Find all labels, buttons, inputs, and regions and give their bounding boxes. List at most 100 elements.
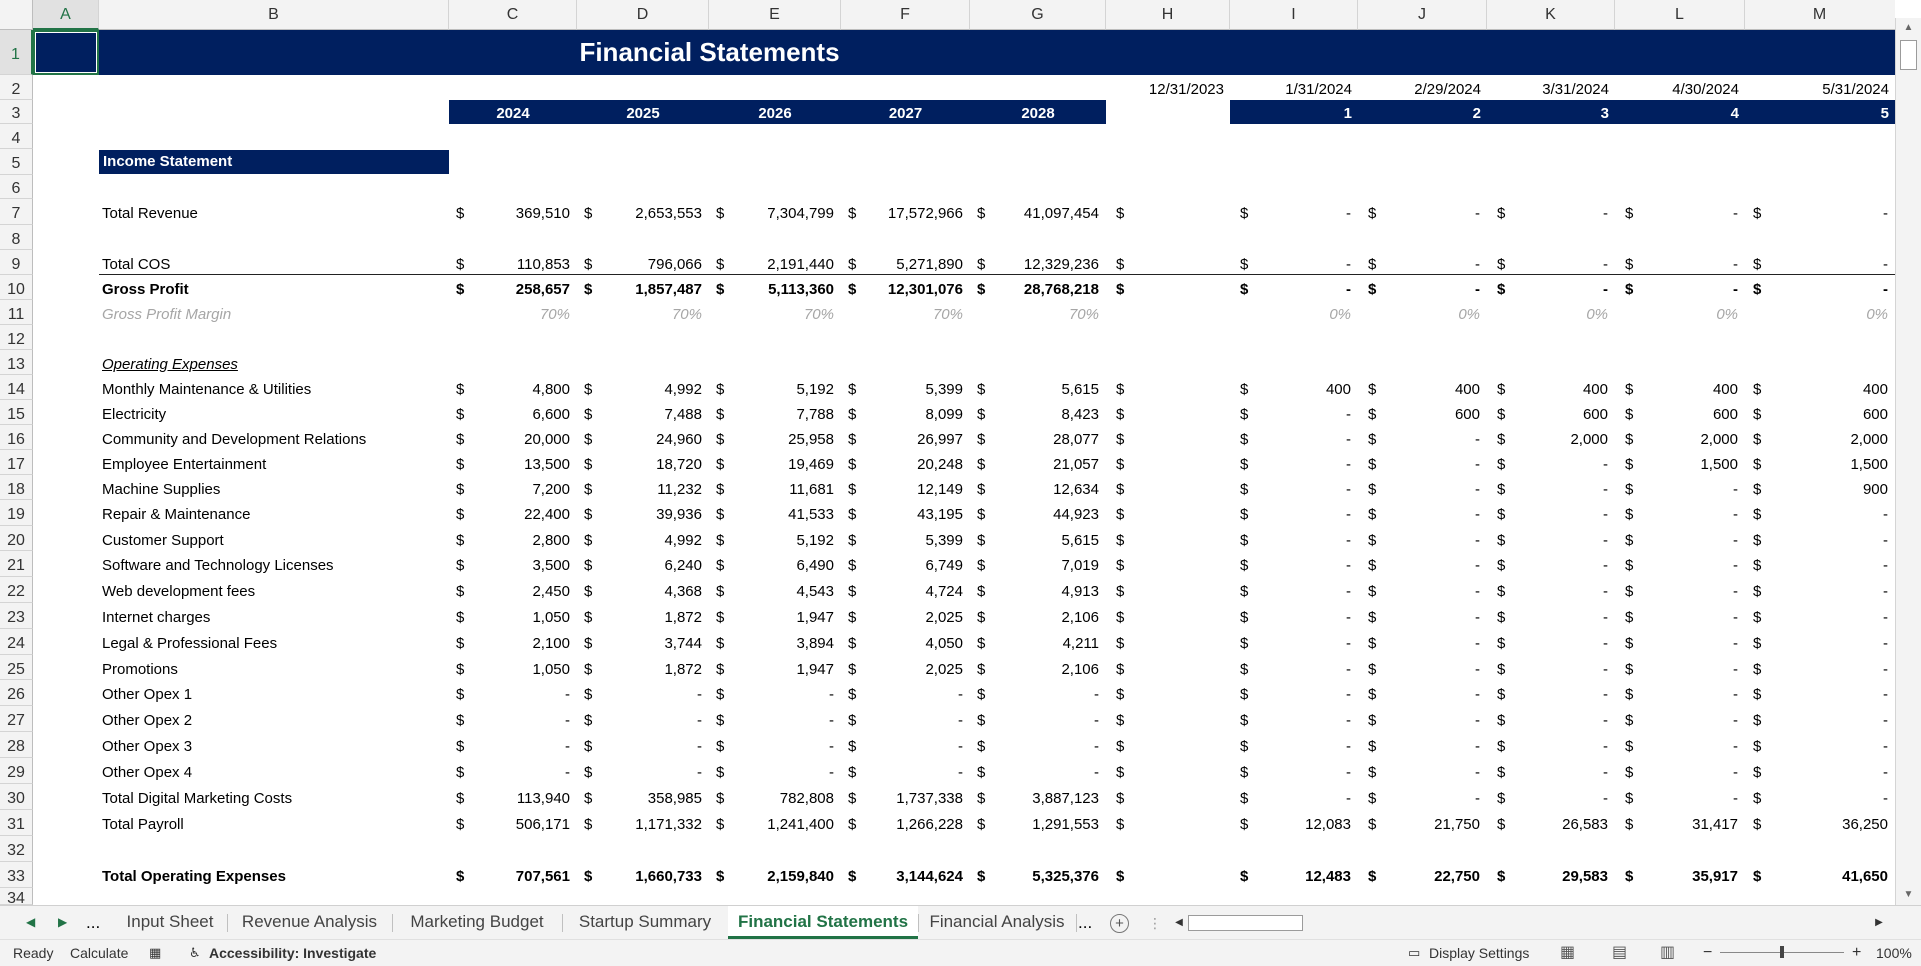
annual-value[interactable]: - (697, 686, 702, 703)
annual-value[interactable]: 1,266,228 (896, 816, 963, 833)
zoom-slider-handle[interactable] (1780, 946, 1784, 958)
monthly-value[interactable]: - (1475, 506, 1480, 523)
annual-value[interactable]: 25,958 (788, 431, 834, 448)
tab-marketing-budget[interactable]: Marketing Budget (410, 912, 544, 931)
annual-value[interactable]: 1,171,332 (635, 816, 702, 833)
monthly-value[interactable]: - (1603, 256, 1608, 273)
annual-value[interactable]: - (697, 738, 702, 755)
monthly-value[interactable]: - (1883, 506, 1888, 523)
monthly-value[interactable]: - (1603, 712, 1608, 729)
page-break-view-icon[interactable]: ▥ (1660, 944, 1676, 961)
column-header-a[interactable]: A (33, 0, 99, 30)
annual-value[interactable]: 70% (539, 306, 570, 323)
monthly-value[interactable]: 2,000 (1570, 431, 1608, 448)
annual-value[interactable]: 18,720 (656, 456, 702, 473)
monthly-value[interactable]: 400 (1712, 381, 1738, 398)
annual-value[interactable]: 2,653,553 (635, 205, 702, 222)
monthly-value[interactable]: - (1733, 790, 1738, 807)
monthly-value[interactable]: 600 (1582, 406, 1608, 423)
row-header-21[interactable]: 21 (0, 551, 33, 577)
normal-view-icon[interactable]: ▦ (1560, 944, 1576, 961)
monthly-value[interactable]: 600 (1862, 406, 1888, 423)
monthly-value[interactable]: - (1475, 661, 1480, 678)
row-header-32[interactable]: 32 (0, 836, 33, 862)
annual-value[interactable]: 796,066 (647, 256, 702, 273)
monthly-value[interactable]: - (1883, 281, 1888, 298)
annual-value[interactable]: 41,097,454 (1023, 205, 1099, 222)
annual-value[interactable]: 2,106 (1061, 661, 1099, 678)
monthly-value[interactable]: - (1733, 532, 1738, 549)
annual-value[interactable]: 22,400 (524, 506, 570, 523)
annual-value[interactable]: - (958, 686, 963, 703)
annual-value[interactable]: - (565, 686, 570, 703)
monthly-value[interactable]: - (1346, 506, 1351, 523)
row-header-4[interactable]: 4 (0, 124, 33, 149)
annual-value[interactable]: 6,749 (925, 557, 963, 574)
annual-value[interactable]: 782,808 (779, 790, 834, 807)
monthly-value[interactable]: - (1346, 609, 1351, 626)
annual-value[interactable]: 4,992 (664, 381, 702, 398)
annual-value[interactable]: 1,241,400 (767, 816, 834, 833)
monthly-value[interactable]: - (1733, 712, 1738, 729)
display-settings-icon[interactable]: ▭ (1408, 945, 1421, 960)
monthly-value[interactable]: - (1883, 635, 1888, 652)
monthly-value[interactable]: 600 (1454, 406, 1480, 423)
select-all-corner[interactable] (0, 0, 33, 30)
tab-financial-statements[interactable]: Financial Statements (728, 906, 918, 939)
monthly-value[interactable]: - (1346, 256, 1351, 273)
row-header-27[interactable]: 27 (0, 706, 33, 732)
page-layout-view-icon[interactable]: ▤ (1612, 944, 1628, 961)
column-header-f[interactable]: F (841, 0, 970, 30)
monthly-value[interactable]: - (1603, 506, 1608, 523)
monthly-value[interactable]: - (1346, 481, 1351, 498)
annual-value[interactable]: 1,660,733 (635, 868, 702, 885)
row-header-7[interactable]: 7 (0, 199, 33, 225)
row-header-30[interactable]: 30 (0, 784, 33, 810)
monthly-value[interactable]: 900 (1862, 481, 1888, 498)
annual-value[interactable]: - (829, 712, 834, 729)
annual-value[interactable]: 2,025 (925, 661, 963, 678)
annual-value[interactable]: 1,050 (532, 609, 570, 626)
row-header-13[interactable]: 13 (0, 350, 33, 375)
monthly-value[interactable]: 0% (1866, 306, 1888, 323)
monthly-value[interactable]: 400 (1325, 381, 1351, 398)
monthly-value[interactable]: - (1475, 431, 1480, 448)
annual-value[interactable]: 43,195 (917, 506, 963, 523)
monthly-value[interactable]: 600 (1712, 406, 1738, 423)
monthly-value[interactable]: 1,500 (1700, 456, 1738, 473)
annual-value[interactable]: 3,887,123 (1032, 790, 1099, 807)
monthly-value[interactable]: - (1475, 790, 1480, 807)
row-header-14[interactable]: 14 (0, 375, 33, 400)
annual-value[interactable]: 7,488 (664, 406, 702, 423)
annual-value[interactable]: 1,857,487 (635, 281, 702, 298)
annual-value[interactable]: 5,325,376 (1032, 868, 1099, 885)
annual-value[interactable]: - (1094, 686, 1099, 703)
annual-value[interactable]: 28,077 (1053, 431, 1099, 448)
annual-value[interactable]: 4,800 (532, 381, 570, 398)
monthly-value[interactable]: - (1475, 635, 1480, 652)
annual-value[interactable]: 13,500 (524, 456, 570, 473)
annual-value[interactable]: 20,000 (524, 431, 570, 448)
zoom-in-icon[interactable]: + (1852, 944, 1862, 961)
row-header-9[interactable]: 9 (0, 250, 33, 275)
zoom-slider[interactable] (1720, 946, 1844, 958)
tab-input-sheet[interactable]: Input Sheet (126, 912, 214, 931)
annual-value[interactable]: 6,600 (532, 406, 570, 423)
horizontal-scroll-thumb[interactable] (1188, 915, 1303, 931)
monthly-value[interactable]: - (1603, 790, 1608, 807)
annual-value[interactable]: 4,543 (796, 583, 834, 600)
monthly-value[interactable]: - (1603, 481, 1608, 498)
monthly-value[interactable]: - (1733, 281, 1738, 298)
monthly-value[interactable]: 12,083 (1305, 816, 1351, 833)
status-display-settings[interactable]: Display Settings (1429, 945, 1530, 961)
annual-value[interactable]: 12,301,076 (887, 281, 963, 298)
annual-value[interactable]: 1,872 (664, 609, 702, 626)
monthly-value[interactable]: - (1733, 506, 1738, 523)
tab-financial-analysis[interactable]: Financial Analysis (929, 912, 1065, 931)
annual-value[interactable]: 7,019 (1061, 557, 1099, 574)
monthly-value[interactable]: - (1475, 256, 1480, 273)
monthly-value[interactable]: - (1883, 661, 1888, 678)
annual-value[interactable]: 5,192 (796, 381, 834, 398)
monthly-value[interactable]: - (1603, 764, 1608, 781)
annual-value[interactable]: - (1094, 764, 1099, 781)
